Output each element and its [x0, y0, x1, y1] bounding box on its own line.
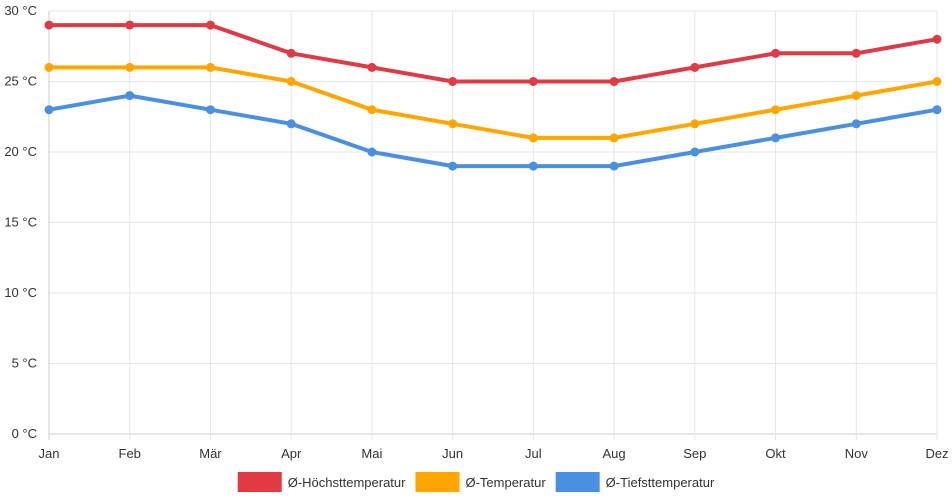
data-point[interactable] — [690, 119, 700, 129]
legend[interactable]: Ø-Höchsttemperatur Ø-Temperatur Ø-Tiefstte… — [237, 472, 715, 492]
y-tick-label: 15 °C — [4, 215, 37, 230]
legend-item[interactable]: Ø-Höchsttemperatur — [237, 472, 406, 492]
data-point[interactable] — [932, 34, 942, 44]
data-point[interactable] — [690, 62, 700, 72]
x-tick-label: Jan — [39, 446, 60, 461]
data-point[interactable] — [367, 105, 377, 115]
legend-item[interactable]: Ø-Tiefsttemperatur — [555, 472, 715, 492]
y-tick-label: 0 °C — [12, 426, 37, 441]
series-line — [47, 65, 939, 140]
data-point[interactable] — [528, 133, 538, 143]
data-point[interactable] — [528, 161, 538, 171]
series-line — [47, 93, 939, 169]
data-point[interactable] — [448, 119, 458, 129]
legend-swatch — [415, 472, 460, 492]
data-point[interactable] — [528, 77, 538, 86]
data-point[interactable] — [771, 48, 781, 58]
series-line — [47, 23, 939, 84]
x-tick-label: Sep — [683, 446, 706, 461]
y-tick-label: 25 °C — [4, 74, 37, 89]
data-point[interactable] — [448, 77, 458, 86]
y-tick-label: 20 °C — [4, 144, 37, 159]
x-tick-label: Nov — [845, 446, 869, 461]
data-point[interactable] — [609, 161, 619, 171]
x-tick-label: Mär — [199, 446, 222, 461]
y-tick-label: 5 °C — [12, 356, 37, 371]
legend-label: Ø-Tiefsttemperatur — [606, 475, 715, 490]
axes: 0 °C 5 °C 10 °C 15 °C 20 °C 25 °C 30 °C Jan Feb M… — [4, 3, 948, 461]
data-point[interactable] — [205, 20, 215, 30]
data-point[interactable] — [125, 20, 135, 30]
data-point[interactable] — [44, 20, 54, 30]
x-tick-label: Jul — [525, 446, 542, 461]
x-tick-label: Apr — [281, 446, 302, 461]
series-points — [44, 20, 942, 171]
data-point[interactable] — [286, 119, 296, 129]
x-tick-label: Okt — [765, 446, 786, 461]
data-point[interactable] — [125, 91, 135, 101]
data-point[interactable] — [771, 105, 781, 115]
legend-label: Ø-Temperatur — [465, 475, 546, 490]
series-lines — [47, 23, 939, 169]
data-point[interactable] — [851, 119, 861, 129]
data-point[interactable] — [286, 48, 296, 58]
data-point[interactable] — [125, 62, 135, 72]
x-tick-label: Aug — [603, 446, 626, 461]
data-point[interactable] — [286, 77, 296, 86]
data-point[interactable] — [932, 77, 942, 86]
data-point[interactable] — [205, 105, 215, 115]
x-tick-label: Jun — [442, 446, 463, 461]
data-point[interactable] — [448, 161, 458, 171]
legend-label: Ø-Höchsttemperatur — [288, 475, 406, 490]
legend-swatch — [555, 472, 600, 492]
grid — [48, 10, 938, 440]
data-point[interactable] — [851, 91, 861, 101]
data-point[interactable] — [367, 147, 377, 157]
legend-swatch — [237, 472, 282, 492]
data-point[interactable] — [771, 133, 781, 143]
legend-item[interactable]: Ø-Temperatur — [415, 472, 546, 492]
data-point[interactable] — [367, 62, 377, 72]
data-point[interactable] — [609, 133, 619, 143]
x-tick-label: Feb — [119, 446, 141, 461]
data-point[interactable] — [690, 147, 700, 157]
data-point[interactable] — [44, 105, 54, 115]
x-tick-label: Mai — [361, 446, 382, 461]
y-tick-label: 30 °C — [4, 3, 37, 18]
x-tick-label: Dez — [925, 446, 948, 461]
data-point[interactable] — [851, 48, 861, 58]
data-point[interactable] — [44, 62, 54, 72]
data-point[interactable] — [609, 77, 619, 86]
y-tick-label: 10 °C — [4, 285, 37, 300]
data-point[interactable] — [205, 62, 215, 72]
data-point[interactable] — [932, 105, 942, 115]
